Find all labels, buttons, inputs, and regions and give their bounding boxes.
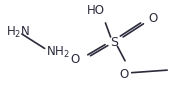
Text: O: O: [70, 53, 80, 66]
Text: O: O: [120, 68, 129, 81]
Text: NH$_2$: NH$_2$: [46, 45, 69, 60]
Text: O: O: [148, 12, 158, 25]
Text: S: S: [110, 36, 118, 49]
Text: H$_2$N: H$_2$N: [6, 25, 30, 40]
Text: HO: HO: [87, 4, 105, 17]
